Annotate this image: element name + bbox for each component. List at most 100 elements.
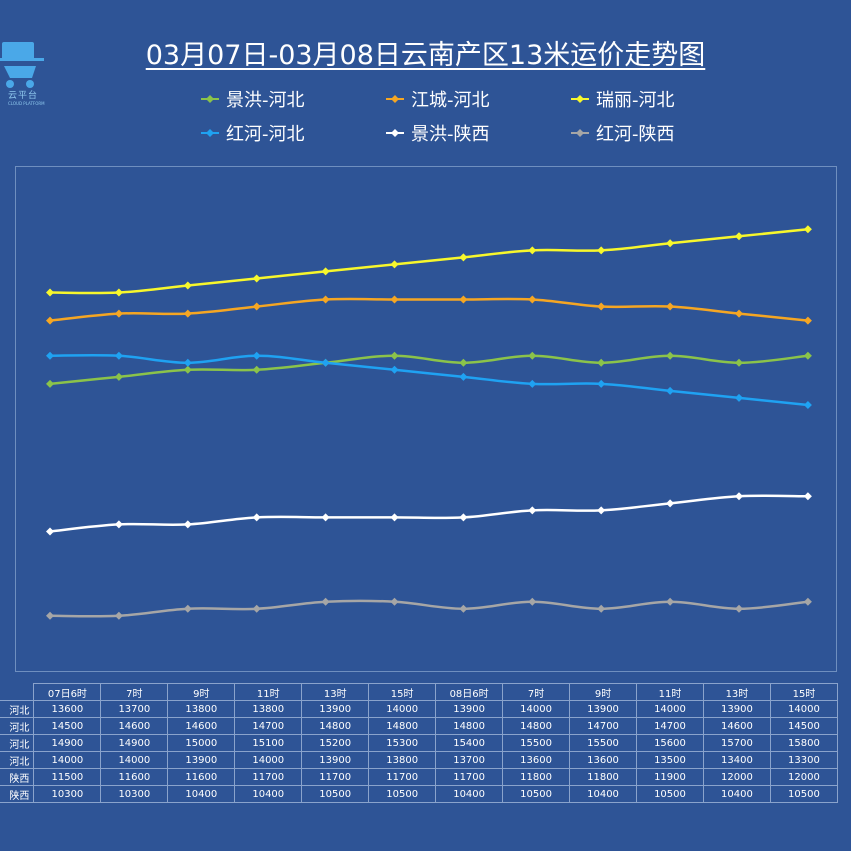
table-row-label: 河北 (0, 700, 35, 718)
data-point (183, 520, 192, 529)
table-cell: 15500 (502, 734, 571, 752)
table-cell: 10500 (502, 785, 571, 803)
data-point (597, 302, 606, 311)
table-cell: 13600 (33, 700, 102, 718)
legend-label: 红河-陕西 (596, 124, 675, 145)
table-header-cell: 9时 (167, 683, 236, 701)
data-point (321, 295, 330, 304)
table-row: 陕西 11500 11600 11600 11700 11700 11700 11700 118… (0, 768, 839, 786)
table-cell: 13900 (569, 700, 637, 718)
data-point (666, 386, 675, 395)
data-point (666, 351, 675, 360)
legend-swatch (571, 95, 589, 103)
data-point (114, 309, 123, 318)
data-point (459, 372, 468, 381)
data-point (114, 288, 123, 297)
data-point (459, 295, 468, 304)
table-row-label: 河北 (0, 751, 35, 769)
data-point (321, 597, 330, 606)
data-point (183, 281, 192, 290)
table-row: 河北 14000 14000 13900 14000 13900 13800 13700 136… (0, 751, 839, 769)
data-point (183, 365, 192, 374)
legend-item: 瑞丽-河北 (570, 86, 675, 112)
table-cell: 11600 (167, 768, 236, 786)
data-point (46, 288, 54, 297)
data-point (528, 506, 537, 515)
data-point (803, 316, 812, 325)
data-point (321, 513, 330, 522)
table-header-cell: 11时 (234, 683, 303, 701)
table-cell: 14000 (368, 700, 437, 718)
table-cell: 10500 (368, 785, 437, 803)
data-point (735, 309, 743, 318)
table-cell: 14800 (301, 717, 370, 735)
truck-logo-icon (0, 42, 44, 88)
table-cell: 13700 (100, 700, 169, 718)
table-header-cell: 15时 (368, 683, 437, 701)
data-point (252, 274, 261, 283)
data-point (803, 400, 812, 409)
data-point (46, 611, 54, 620)
data-point (666, 597, 675, 606)
data-point (114, 351, 123, 360)
table-cell: 11700 (234, 768, 303, 786)
data-point (183, 358, 192, 367)
table-cell: 10500 (301, 785, 370, 803)
brand-subtitle: CLOUD PLATFORM (8, 101, 45, 106)
data-point (666, 302, 675, 311)
table-cell: 14500 (33, 717, 102, 735)
table-header-cell: 13时 (301, 683, 370, 701)
table-cell: 10400 (569, 785, 637, 803)
series-line (49, 297, 809, 322)
data-point (803, 597, 812, 606)
series-line (49, 228, 809, 295)
data-table: 07日6时 7时 9时 11时 13时 15时 08日6时 7时 9时 11时 13时 15时 河北 13… (0, 683, 839, 803)
data-point (666, 499, 675, 508)
table-cell: 14800 (502, 717, 571, 735)
table-header-cell: 15时 (769, 683, 839, 701)
data-point (803, 492, 812, 501)
legend-swatch (201, 129, 219, 137)
series-line (49, 494, 808, 533)
table-cell: 12000 (769, 768, 839, 786)
data-point (114, 611, 123, 620)
legend-item: 江城-河北 (385, 86, 490, 112)
table-cell: 11800 (569, 768, 637, 786)
table-cell: 15600 (636, 734, 704, 752)
data-point (597, 604, 606, 613)
table-cell: 13900 (435, 700, 504, 718)
data-point (252, 365, 261, 374)
table-cell: 11700 (435, 768, 504, 786)
data-point (252, 513, 261, 522)
data-point (459, 513, 468, 522)
table-cell: 14000 (100, 751, 169, 769)
data-point (597, 246, 606, 255)
data-point (666, 239, 675, 248)
data-point (459, 358, 468, 367)
legend-swatch (571, 129, 589, 137)
table-corner (0, 683, 35, 701)
table-cell: 15300 (368, 734, 437, 752)
table-cell: 15000 (167, 734, 236, 752)
table-row: 河北 14900 14900 15000 15100 15200 15300 15400 155… (0, 734, 839, 752)
table-cell: 13700 (435, 751, 504, 769)
table-header-cell: 08日6时 (435, 683, 504, 701)
data-point (390, 597, 399, 606)
data-point (46, 316, 54, 325)
table-cell: 13300 (769, 751, 839, 769)
table-cell: 13400 (702, 751, 771, 769)
brand-name: 云平台 (8, 91, 39, 101)
data-point (252, 604, 261, 613)
chart-legend: 景洪-河北 江城-河北 瑞丽-河北 红河-河北 景洪-陕西 红河-陕西 (0, 86, 851, 150)
table-cell: 13800 (368, 751, 437, 769)
data-point (735, 232, 743, 241)
data-point (528, 379, 537, 388)
data-point (390, 351, 399, 360)
data-point (390, 260, 399, 269)
legend-label: 江城-河北 (411, 90, 490, 111)
table-cell: 10500 (636, 785, 704, 803)
data-point (114, 520, 123, 529)
data-point (321, 267, 330, 276)
table-cell: 10300 (100, 785, 169, 803)
table-header-cell: 7时 (100, 683, 169, 701)
